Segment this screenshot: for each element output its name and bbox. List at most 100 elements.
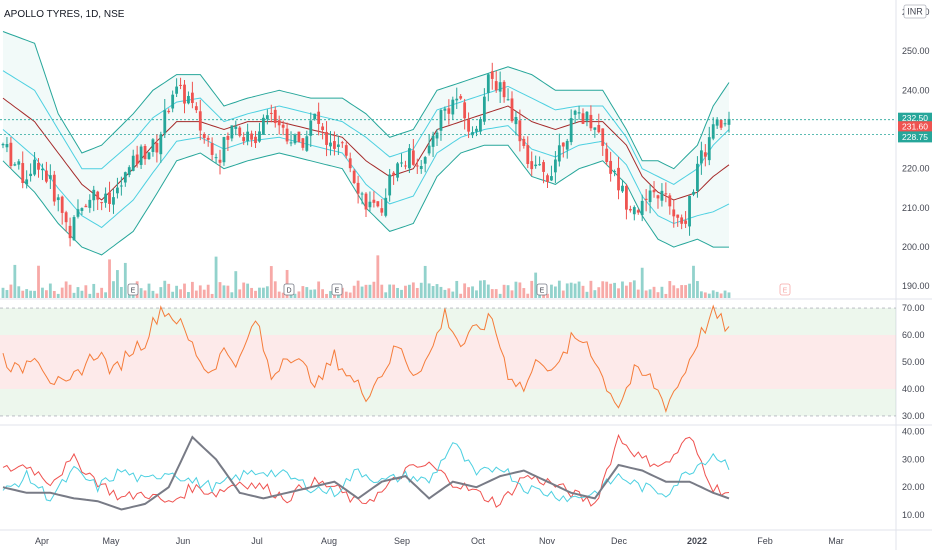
candle-body[interactable] — [530, 161, 534, 170]
candle-body[interactable] — [325, 131, 328, 145]
candle-body[interactable] — [131, 155, 135, 171]
candle-body[interactable] — [198, 111, 202, 131]
candle-body[interactable] — [688, 195, 691, 227]
candle-body[interactable] — [486, 74, 490, 93]
rsi-panel[interactable] — [0, 304, 896, 417]
candle-body[interactable] — [522, 138, 526, 146]
candle-body[interactable] — [45, 170, 48, 182]
candle-body[interactable] — [593, 127, 597, 130]
candle-body[interactable] — [218, 159, 222, 163]
candle-body[interactable] — [459, 96, 463, 99]
candle-body[interactable] — [707, 137, 711, 161]
candle-body[interactable] — [415, 165, 419, 167]
candle-body[interactable] — [56, 197, 60, 201]
candle-body[interactable] — [680, 217, 684, 224]
candle-body[interactable] — [29, 173, 33, 177]
candle-body[interactable] — [652, 190, 656, 193]
candle-body[interactable] — [400, 162, 403, 164]
candle-body[interactable] — [265, 115, 269, 120]
candle-body[interactable] — [301, 138, 305, 148]
candle-body[interactable] — [13, 164, 17, 166]
candle-body[interactable] — [664, 193, 668, 195]
candle-body[interactable] — [644, 198, 648, 200]
candle-body[interactable] — [561, 142, 565, 147]
candle-body[interactable] — [171, 94, 175, 109]
rsi-line[interactable] — [2, 304, 730, 413]
candle-body[interactable] — [238, 127, 242, 136]
candle-body[interactable] — [147, 152, 151, 160]
candle-body[interactable] — [510, 98, 514, 122]
candle-body[interactable] — [723, 123, 727, 125]
candle-body[interactable] — [632, 207, 636, 215]
candle-body[interactable] — [100, 202, 104, 204]
candle-body[interactable] — [17, 161, 21, 165]
candle-body[interactable] — [80, 208, 84, 211]
candle-body[interactable] — [329, 142, 332, 147]
candle-body[interactable] — [33, 159, 36, 175]
candle-body[interactable] — [258, 131, 261, 142]
candle-body[interactable] — [625, 185, 628, 210]
candle-body[interactable] — [553, 159, 557, 173]
candle-body[interactable] — [699, 150, 703, 164]
candle-body[interactable] — [68, 225, 72, 239]
candle-body[interactable] — [589, 114, 593, 129]
candle-body[interactable] — [585, 111, 589, 121]
candle-body[interactable] — [5, 144, 9, 148]
candle-body[interactable] — [672, 209, 676, 217]
candle-body[interactable] — [360, 193, 364, 195]
candle-body[interactable] — [692, 191, 695, 195]
candle-body[interactable] — [92, 189, 96, 201]
candle-body[interactable] — [139, 146, 143, 165]
candle-body[interactable] — [423, 157, 427, 164]
candle-body[interactable] — [660, 190, 664, 201]
candle-body[interactable] — [696, 163, 699, 191]
event-marker[interactable]: D — [283, 283, 295, 296]
candle-body[interactable] — [76, 209, 80, 217]
candle-body[interactable] — [214, 157, 218, 159]
candle-body[interactable] — [628, 208, 632, 211]
candle-body[interactable] — [289, 142, 293, 144]
candle-body[interactable] — [439, 110, 443, 131]
candle-body[interactable] — [396, 163, 399, 178]
candle-body[interactable] — [715, 119, 719, 126]
candle-body[interactable] — [518, 120, 522, 142]
candle-body[interactable] — [273, 109, 277, 124]
candle-body[interactable] — [309, 120, 313, 136]
candle-body[interactable] — [577, 112, 581, 114]
candle-body[interactable] — [108, 192, 111, 204]
candle-body[interactable] — [364, 193, 368, 210]
candle-body[interactable] — [573, 110, 577, 115]
candle-body[interactable] — [479, 119, 482, 132]
candle-body[interactable] — [190, 92, 194, 103]
candle-body[interactable] — [534, 164, 538, 167]
candle-body[interactable] — [293, 134, 297, 144]
candle-body[interactable] — [384, 197, 388, 216]
candle-body[interactable] — [605, 148, 609, 162]
candle-body[interactable] — [581, 113, 585, 124]
candle-body[interactable] — [526, 145, 530, 164]
candle-body[interactable] — [435, 132, 439, 139]
candle-body[interactable] — [636, 210, 640, 213]
candle-body[interactable] — [550, 176, 553, 181]
candle-body[interactable] — [340, 142, 344, 144]
candle-body[interactable] — [135, 154, 139, 165]
candle-body[interactable] — [447, 108, 451, 114]
candle-body[interactable] — [419, 166, 423, 170]
candle-body[interactable] — [234, 126, 238, 129]
candle-body[interactable] — [538, 164, 542, 166]
candle-body[interactable] — [281, 124, 285, 128]
candle-body[interactable] — [194, 106, 198, 111]
candle-body[interactable] — [104, 193, 107, 203]
candle-body[interactable] — [506, 99, 510, 101]
candle-body[interactable] — [514, 117, 518, 125]
candle-body[interactable] — [542, 162, 545, 172]
candle-body[interactable] — [494, 81, 498, 91]
candle-body[interactable] — [96, 191, 100, 200]
candle-body[interactable] — [411, 150, 415, 165]
event-marker[interactable]: E — [127, 283, 139, 296]
candle-body[interactable] — [443, 108, 447, 111]
candle-body[interactable] — [471, 132, 474, 136]
candle-body[interactable] — [254, 136, 257, 144]
candle-body[interactable] — [285, 128, 289, 142]
